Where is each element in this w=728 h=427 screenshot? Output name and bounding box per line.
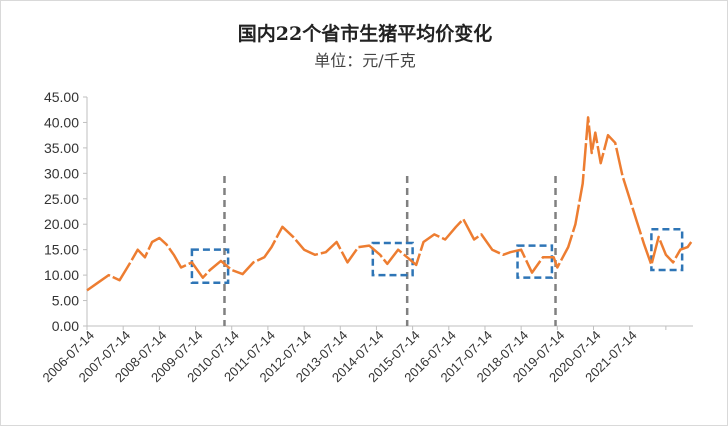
highlight-box bbox=[190, 248, 230, 284]
y-tick-label: 35.00 bbox=[44, 140, 79, 156]
y-tick-label: 25.00 bbox=[44, 191, 79, 207]
y-tick-label: 40.00 bbox=[44, 114, 79, 130]
highlight-box bbox=[650, 228, 684, 272]
price-series-line bbox=[86, 116, 693, 292]
y-tick-label: 10.00 bbox=[44, 267, 79, 283]
highlight-box bbox=[516, 244, 554, 279]
y-tick-label: 20.00 bbox=[44, 216, 79, 232]
y-tick-label: 15.00 bbox=[44, 242, 79, 258]
y-tick-label: 45.00 bbox=[44, 89, 79, 105]
y-tick-label: 5.00 bbox=[52, 293, 79, 309]
y-tick-label: 0.00 bbox=[52, 318, 79, 334]
chart-title: 国内22个省市生猪平均价变化 bbox=[237, 23, 493, 45]
highlight-box bbox=[371, 241, 414, 277]
y-tick-label: 30.00 bbox=[44, 165, 79, 181]
chart-subtitle: 单位：元/千克 bbox=[314, 51, 416, 70]
